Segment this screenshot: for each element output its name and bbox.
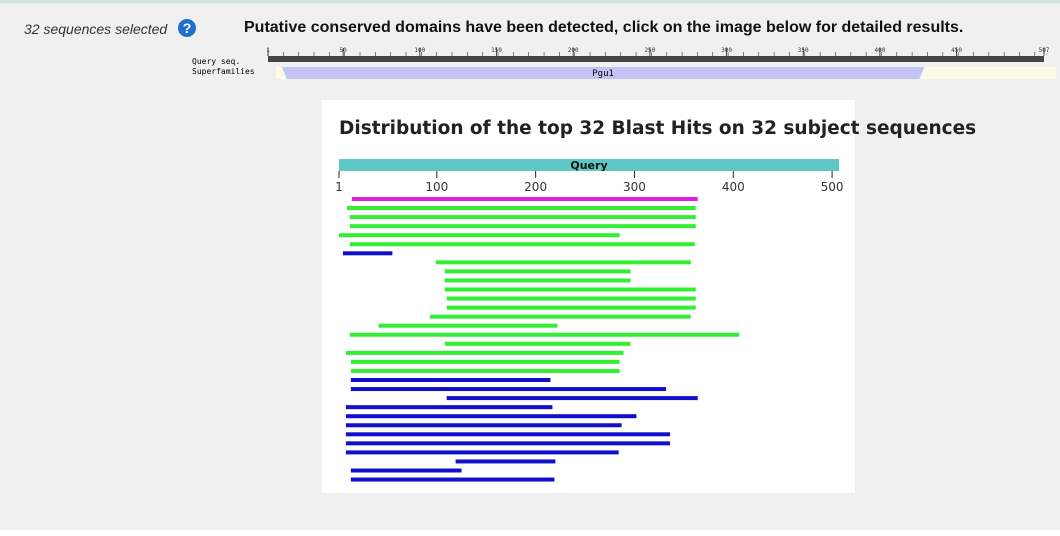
blast-hit-bar[interactable]: [342, 251, 393, 256]
cdd-tick-label: 50: [340, 47, 348, 54]
cdd-tick-label: 450: [951, 47, 962, 54]
blast-hit-bar[interactable]: [349, 224, 696, 229]
conserved-domains-graphic[interactable]: Query seq. Superfamilies 1 50 100 150 200 250 30…: [190, 45, 1056, 81]
blast-tick-label: 200: [524, 180, 547, 194]
cdd-tick-label: 200: [568, 47, 579, 54]
blast-hit-bar[interactable]: [350, 368, 620, 373]
blast-query-label: Query: [570, 159, 607, 172]
blast-hit-bar[interactable]: [444, 269, 631, 274]
blast-hit-bar[interactable]: [435, 260, 691, 265]
blast-hit-bar[interactable]: [446, 305, 696, 310]
blast-hit-bar[interactable]: [351, 197, 698, 201]
cdd-tick-label: 300: [721, 47, 732, 54]
blast-hit-bar[interactable]: [349, 215, 696, 220]
blast-distribution-title: Distribution of the top 32 Blast Hits on…: [339, 118, 977, 139]
blast-hit-bar[interactable]: [339, 233, 620, 238]
blast-tick-label: 300: [623, 180, 646, 194]
blast-hit-bar[interactable]: [455, 459, 556, 464]
blast-hits-svg[interactable]: Query 1 100 200 300 400 500: [322, 100, 855, 493]
blast-tick-label: 1: [335, 180, 343, 194]
cdd-tick-label: 507: [1039, 47, 1050, 54]
cdd-tick-label: 350: [798, 47, 809, 54]
blast-hit-bar[interactable]: [378, 323, 558, 328]
cdd-query-seq-label: Query seq.: [192, 57, 240, 66]
blast-hit-bar[interactable]: [446, 396, 698, 401]
blast-hit-bar[interactable]: [350, 378, 551, 382]
blast-tick-label: 500: [821, 180, 844, 194]
blast-hit-bar[interactable]: [349, 332, 740, 337]
blast-tick-label: 100: [425, 180, 448, 194]
help-icon[interactable]: ?: [178, 19, 196, 37]
blast-hit-bar[interactable]: [444, 278, 631, 283]
cdd-tick-label: 150: [491, 47, 502, 54]
blast-hit-bar[interactable]: [350, 387, 667, 392]
cdd-superfamilies-label: Superfamilies: [192, 67, 255, 76]
blast-hit-bar[interactable]: [345, 423, 622, 428]
blast-hit-bar[interactable]: [345, 414, 637, 419]
blast-hit-bar[interactable]: [346, 206, 696, 211]
blast-hit-bar[interactable]: [446, 296, 696, 301]
blast-hit-bar[interactable]: [345, 432, 671, 437]
cdd-tick-label: 250: [644, 47, 655, 54]
blast-query-bar: [339, 159, 839, 171]
conserved-domains-title: Putative conserved domains have been det…: [244, 19, 964, 36]
blast-hit-bar[interactable]: [444, 341, 631, 346]
blast-tick-label: 400: [722, 180, 745, 194]
cdd-tick-label: 1: [266, 47, 270, 54]
cdd-tick-label: 400: [874, 47, 885, 54]
blast-hit-bar[interactable]: [345, 405, 553, 410]
cdd-query-bar: [268, 56, 1044, 62]
blast-distribution-graphic[interactable]: Query 1 100 200 300 400 500 Distribution of th…: [322, 100, 976, 493]
blast-hit-bar[interactable]: [350, 477, 555, 482]
blast-hit-bar[interactable]: [349, 242, 695, 247]
selected-count-text: 32 sequences selected: [24, 21, 168, 37]
blast-hit-bar[interactable]: [350, 468, 462, 473]
blast-hit-bar[interactable]: [350, 359, 620, 364]
blast-hit-bar[interactable]: [429, 314, 691, 319]
cdd-domain-pgu1[interactable]: [281, 67, 925, 79]
cdd-domain-label: Pgu1: [592, 69, 614, 79]
cdd-tick-label: 100: [414, 47, 425, 54]
blast-hit-bar[interactable]: [444, 287, 696, 292]
blast-hit-bar[interactable]: [345, 350, 624, 355]
blast-hit-bar[interactable]: [345, 450, 619, 455]
blast-hit-bar[interactable]: [345, 441, 671, 446]
